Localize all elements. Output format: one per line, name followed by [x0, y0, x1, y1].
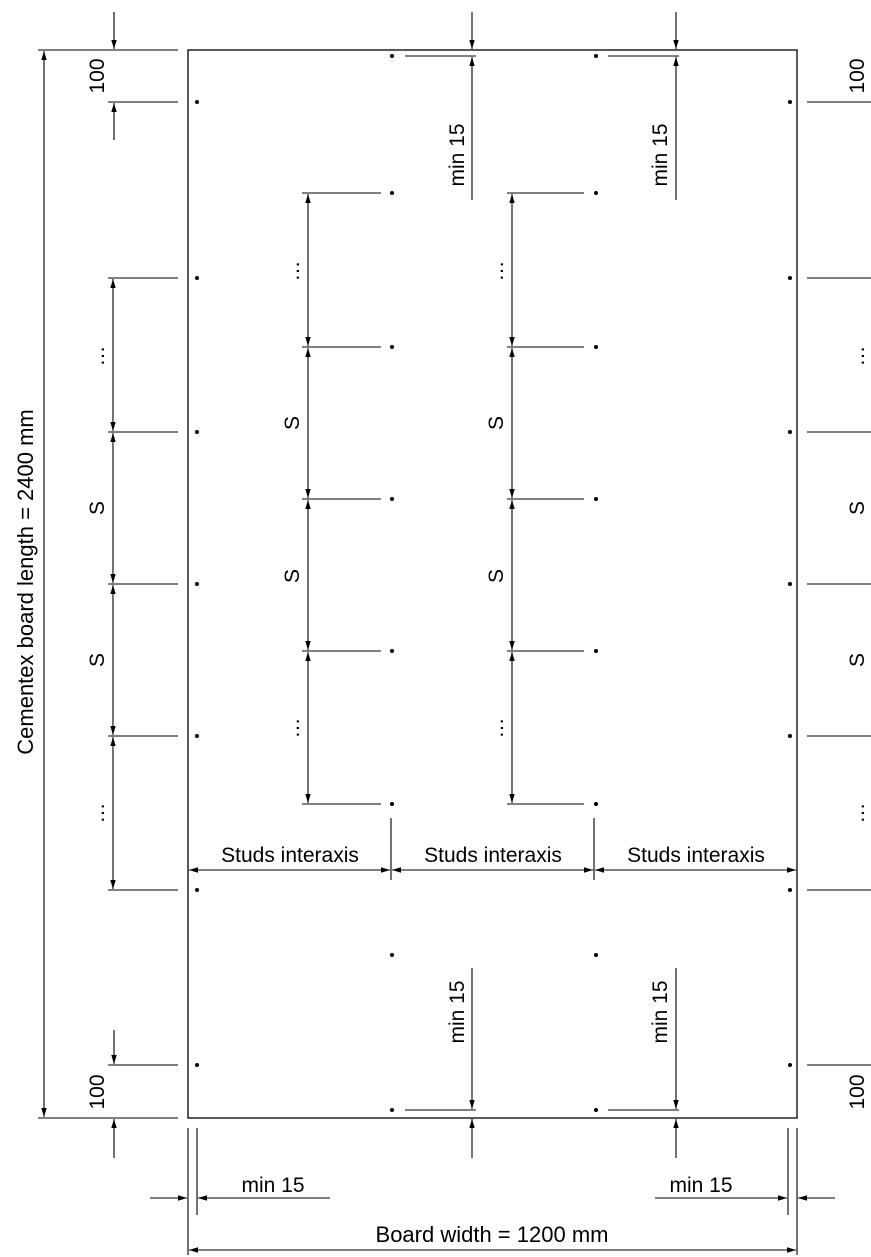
min15-label: min 15	[446, 980, 469, 1043]
studs-interaxis-label: Studs interaxis	[627, 844, 765, 867]
spacing-label: S	[281, 416, 304, 430]
screw-point	[788, 1063, 792, 1067]
screw-point	[195, 430, 199, 434]
studs-interaxis-label: Studs interaxis	[221, 844, 359, 867]
screw-point	[195, 276, 199, 280]
screw-point	[195, 100, 199, 104]
studs-interaxis-label: Studs interaxis	[424, 844, 562, 867]
screw-point	[594, 191, 598, 195]
screw-point	[390, 1108, 394, 1112]
spacing-label: S	[846, 653, 869, 667]
ellipsis-label: …	[846, 346, 869, 367]
screw-point	[594, 649, 598, 653]
spacing-label: S	[485, 416, 508, 430]
screw-point	[788, 276, 792, 280]
screw-point	[788, 100, 792, 104]
screw-point	[390, 54, 394, 58]
screw-point	[390, 345, 394, 349]
screw-point	[390, 497, 394, 501]
screw-point	[594, 345, 598, 349]
min15-label: min 15	[649, 123, 672, 186]
board-outline	[187, 49, 798, 1119]
screw-point	[594, 497, 598, 501]
screw-point	[594, 54, 598, 58]
ellipsis-label: …	[86, 803, 109, 824]
ellipsis-label: …	[281, 718, 304, 739]
screw-point	[195, 582, 199, 586]
min15-label: min 15	[241, 1174, 304, 1197]
spacing-label: S	[485, 569, 508, 583]
screw-point	[788, 430, 792, 434]
screw-point	[788, 582, 792, 586]
spacing-label: S	[86, 501, 109, 515]
screw-point	[594, 802, 598, 806]
screw-point	[195, 888, 199, 892]
screw-point	[390, 953, 394, 957]
screw-point	[390, 802, 394, 806]
ellipsis-label: …	[281, 261, 304, 282]
min15-label: min 15	[649, 980, 672, 1043]
spacing-label: S	[281, 569, 304, 583]
screw-point	[788, 734, 792, 738]
screw-point	[390, 649, 394, 653]
min15-label: min 15	[446, 123, 469, 186]
edge100-label: 100	[86, 1074, 109, 1109]
min15-label: min 15	[669, 1174, 732, 1197]
screw-point	[594, 953, 598, 957]
screw-point	[390, 191, 394, 195]
spacing-label: S	[86, 653, 109, 667]
screw-point	[195, 734, 199, 738]
board-width-label: Board width = 1200 mm	[376, 1222, 609, 1247]
ellipsis-label: …	[86, 346, 109, 367]
screw-point	[594, 1108, 598, 1112]
screw-point	[788, 888, 792, 892]
ellipsis-label: …	[485, 718, 508, 739]
screw-point	[195, 1063, 199, 1067]
edge100-label: 100	[86, 58, 109, 93]
edge100-label: 100	[846, 58, 869, 93]
board-length-label: Cementex board length = 2400 mm	[13, 409, 38, 754]
ellipsis-label: …	[846, 803, 869, 824]
spacing-label: S	[846, 501, 869, 515]
edge100-label: 100	[846, 1074, 869, 1109]
ellipsis-label: …	[485, 261, 508, 282]
